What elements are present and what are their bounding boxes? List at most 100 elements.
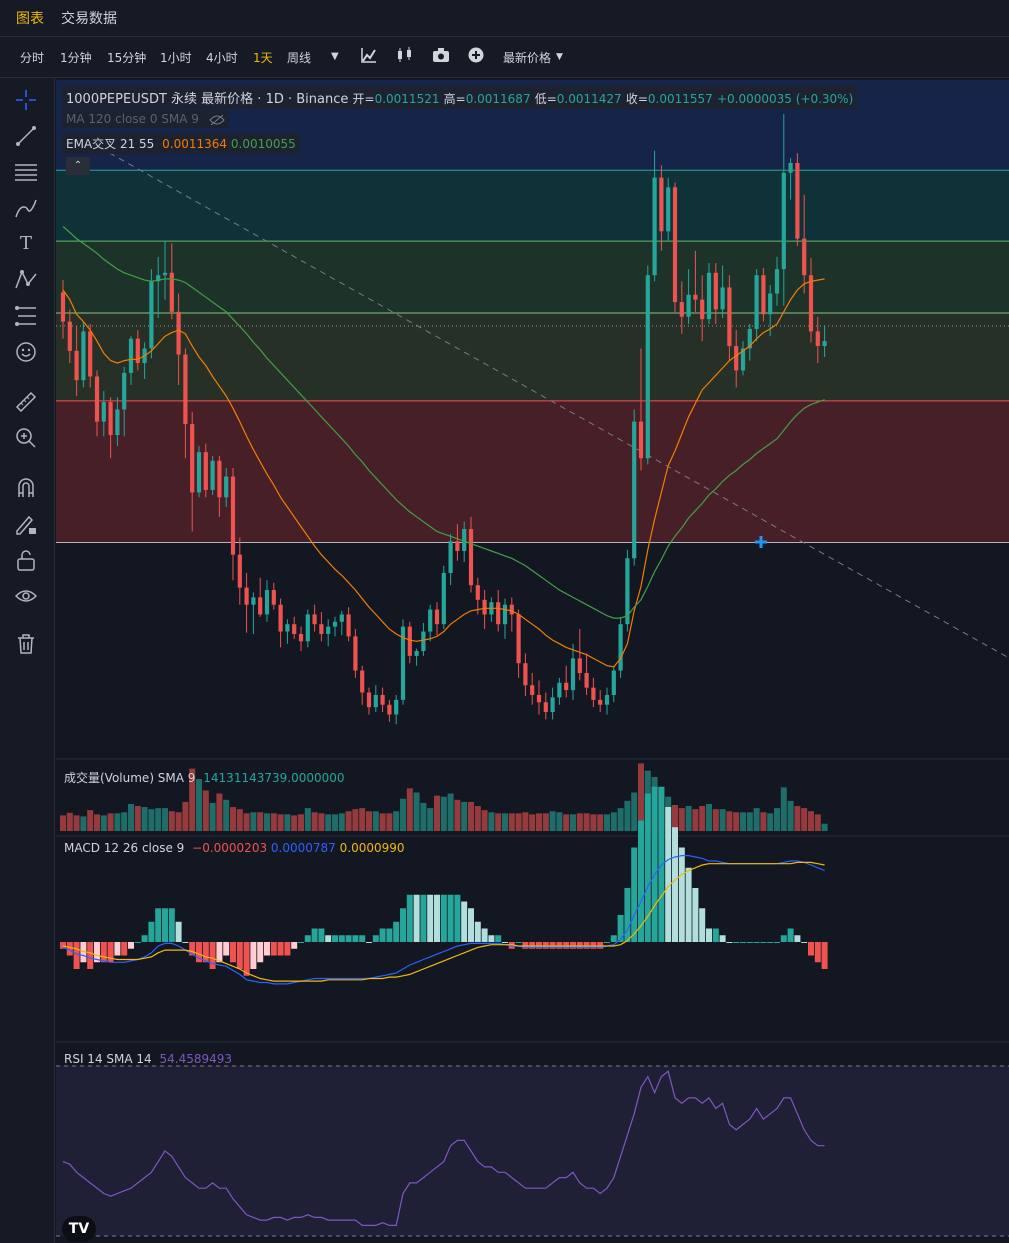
trend-line-icon[interactable] (14, 124, 38, 148)
candle-body (176, 311, 181, 355)
macd-histogram-bar (801, 942, 808, 943)
fib-band (56, 170, 1009, 242)
candle-body (237, 554, 242, 588)
volume-bar (740, 812, 746, 831)
candle-body (339, 614, 344, 622)
volume-bar (590, 814, 597, 831)
collapse-legend-button[interactable]: ⌃ (66, 157, 90, 175)
brush-icon[interactable] (14, 196, 38, 220)
tab-trade-data[interactable]: 交易数据 (61, 11, 117, 27)
horizontal-lines-icon[interactable] (14, 160, 38, 184)
macd-histogram-bar (760, 942, 767, 943)
macd-histogram-bar (128, 942, 134, 949)
candle-body (747, 328, 752, 349)
zoom-icon[interactable] (14, 426, 38, 450)
volume-bar (814, 814, 821, 831)
eye-icon[interactable] (14, 584, 38, 608)
volume-bar (583, 813, 590, 831)
macd-histogram-bar (202, 942, 209, 963)
trash-icon[interactable] (14, 632, 38, 656)
macd-histogram-bar (223, 942, 230, 956)
interval-1m[interactable]: 1分钟 (60, 51, 92, 65)
interval-4h[interactable]: 4小时 (206, 51, 238, 65)
macd-histogram-bar (597, 942, 604, 949)
volume-bar (128, 803, 134, 831)
ema-legend[interactable]: EMA交叉 21 55 0.0011364 0.0010055 (62, 133, 300, 154)
emoji-icon[interactable] (14, 340, 38, 364)
macd-histogram-bar (366, 942, 372, 943)
pattern-icon[interactable] (14, 268, 38, 292)
indicator-icon[interactable] (361, 47, 377, 67)
price-type-select[interactable]: 最新价格 (503, 51, 552, 65)
macd-histogram-bar (556, 942, 563, 949)
tab-chart[interactable]: 图表 (16, 11, 44, 27)
volume-bar (495, 813, 502, 831)
interval-1w[interactable]: 周线 (287, 51, 312, 65)
volume-bar (80, 816, 87, 831)
volume-bar (787, 800, 794, 831)
volume-bar (223, 799, 230, 831)
candle-body (706, 272, 712, 320)
macd-histogram-bar (162, 908, 168, 942)
volume-bar (372, 811, 379, 831)
candle-body (428, 609, 433, 632)
volume-bar (338, 813, 345, 831)
candle-body (761, 275, 766, 315)
macd-histogram-bar (678, 847, 685, 942)
volume-bar (726, 811, 733, 831)
volume-bar (468, 801, 474, 831)
macd-histogram-bar (230, 942, 236, 963)
lock-draw-icon[interactable] (14, 512, 38, 536)
unlock-icon[interactable] (14, 548, 38, 572)
candle-body (285, 624, 290, 632)
high-value: 0.0011687 (465, 92, 531, 106)
camera-icon[interactable] (432, 47, 450, 67)
candle-body (802, 238, 807, 276)
macd-histogram-bar (94, 942, 100, 963)
interval-15m[interactable]: 15分钟 (107, 51, 147, 65)
candle-body (292, 624, 297, 634)
candle-body (516, 614, 521, 664)
volume-bar (386, 813, 393, 831)
volume-bar (304, 808, 311, 831)
interval-1d[interactable]: 1天 (253, 51, 273, 65)
interval-time[interactable]: 分时 (20, 51, 45, 65)
crosshair-icon[interactable] (14, 88, 38, 112)
candle-body (115, 409, 120, 436)
ma-legend[interactable]: MA 120 close 0 SMA 9 (62, 110, 229, 128)
volume-bar (536, 813, 542, 831)
chevron-down-icon[interactable]: ▼ (556, 52, 563, 62)
candle-body (244, 587, 249, 605)
volume-bar (570, 814, 576, 831)
candles (60, 114, 827, 725)
candle-body (271, 590, 276, 605)
magnet-icon[interactable] (14, 476, 38, 500)
ruler-icon[interactable] (14, 390, 38, 414)
volume-bar (413, 792, 420, 831)
macd-histogram-bar (665, 807, 672, 942)
macd-histogram-bar (576, 942, 583, 949)
candle-type-icon[interactable] (396, 47, 414, 67)
macd-histogram-bar (189, 942, 196, 956)
macd-histogram-bar (196, 942, 202, 963)
chevron-down-icon[interactable]: ▼ (331, 51, 339, 62)
candle-body (734, 346, 739, 371)
hidden-eye-icon[interactable] (209, 112, 225, 126)
candle-body (530, 685, 535, 695)
macd-histogram-bar (474, 921, 481, 942)
interval-1h[interactable]: 1小时 (160, 51, 192, 65)
rsi-band (56, 1066, 1009, 1236)
volume-bar (250, 812, 257, 831)
volume-bar (168, 811, 175, 831)
macd-histogram-bar (155, 908, 162, 942)
add-icon[interactable] (468, 47, 484, 67)
candle-body (203, 452, 208, 490)
rsi-value: 54.4589493 (159, 1052, 233, 1066)
fib-icon[interactable] (14, 304, 38, 328)
macd-histogram-bar (243, 942, 250, 976)
macd-histogram-bar (284, 942, 291, 956)
macd-histogram-bar (522, 942, 529, 949)
text-icon[interactable]: T (19, 233, 32, 254)
macd-histogram-bar (80, 942, 87, 963)
